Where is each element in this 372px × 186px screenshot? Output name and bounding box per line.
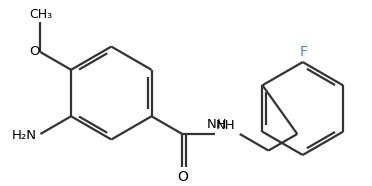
Text: H₂N: H₂N	[12, 129, 37, 142]
Text: H: H	[217, 118, 226, 131]
Text: NH: NH	[216, 119, 235, 132]
Text: O: O	[177, 171, 187, 185]
Text: CH₃: CH₃	[29, 8, 52, 21]
Text: N: N	[207, 118, 217, 131]
Text: F: F	[300, 45, 308, 59]
Text: O: O	[29, 45, 39, 58]
